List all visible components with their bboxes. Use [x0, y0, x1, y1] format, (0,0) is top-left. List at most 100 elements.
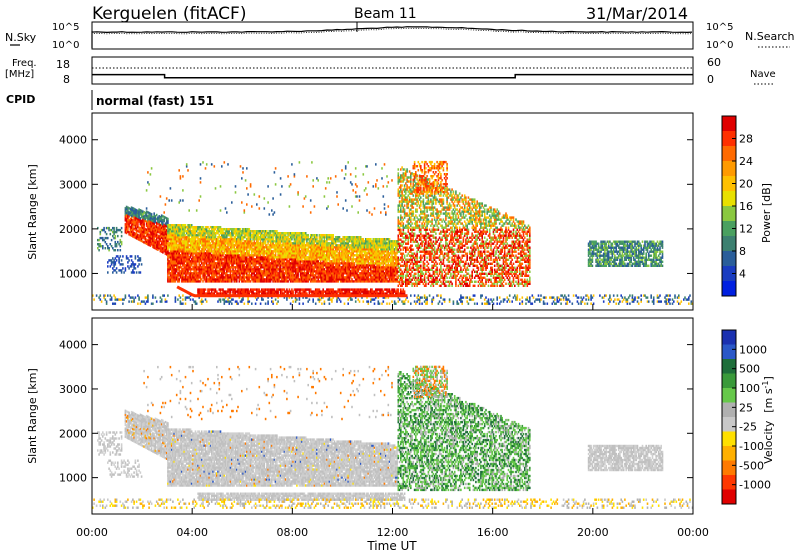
range-gate-cell	[189, 276, 192, 279]
range-gate-cell	[200, 236, 203, 239]
range-gate-cell	[214, 238, 217, 241]
range-gate-cell	[194, 256, 197, 259]
range-gate-cell	[174, 238, 177, 241]
range-gate-cell	[274, 264, 277, 267]
range-gate-cell	[313, 234, 316, 237]
range-gate-cell	[182, 230, 184, 233]
range-gate-cell	[307, 276, 309, 279]
range-gate-cell	[267, 276, 269, 279]
range-gate-cell	[202, 246, 204, 249]
range-gate-cell	[236, 278, 238, 281]
range-gate-cell	[363, 248, 366, 251]
range-gate-cell	[297, 252, 299, 255]
range-gate-cell	[248, 232, 251, 235]
range-gate-cell	[324, 236, 327, 239]
range-gate-cell	[329, 236, 332, 239]
range-gate-cell	[282, 248, 284, 251]
range-gate-cell	[223, 258, 226, 261]
range-gate-cell	[365, 266, 367, 269]
range-gate-cell	[308, 268, 311, 271]
range-gate-cell	[158, 215, 160, 218]
range-gate-cell	[287, 242, 289, 245]
range-gate-cell	[219, 258, 222, 261]
range-gate-cell	[238, 278, 241, 281]
range-gate-cell	[284, 238, 287, 241]
range-gate-cell	[368, 252, 371, 255]
range-gate-cell	[361, 272, 363, 275]
range-gate-cell	[187, 260, 189, 263]
range-gate-cell	[291, 238, 293, 241]
range-gate-cell	[346, 260, 348, 263]
range-gate-cell	[183, 264, 185, 267]
range-gate-cell	[322, 242, 324, 245]
range-gate-cell	[232, 242, 234, 245]
range-gate-cell	[237, 262, 239, 265]
range-gate-cell	[279, 256, 282, 259]
range-gate-cell	[271, 242, 273, 245]
range-gate-cell	[312, 278, 314, 281]
range-gate-cell	[341, 268, 343, 271]
range-gate-cell	[216, 276, 218, 279]
range-gate-cell	[142, 226, 144, 229]
range-gate-cell	[183, 272, 185, 275]
range-gate-cell	[251, 248, 253, 251]
range-gate-cell	[309, 256, 312, 259]
range-gate-cell	[346, 266, 348, 269]
range-gate-cell	[148, 243, 150, 247]
range-gate-cell	[367, 252, 370, 255]
range-gate-cell	[226, 240, 228, 243]
range-gate-cell	[178, 224, 180, 227]
range-gate-cell	[352, 242, 354, 245]
range-gate-cell	[234, 234, 237, 237]
range-gate-cell	[313, 238, 316, 241]
range-gate-cell	[224, 246, 227, 249]
range-gate-cell	[298, 258, 301, 261]
range-gate-cell	[217, 266, 219, 269]
range-gate-cell	[333, 258, 336, 261]
range-gate-cell	[248, 244, 251, 247]
range-gate-cell	[160, 222, 163, 225]
range-gate-cell	[253, 246, 256, 249]
range-gate-cell	[246, 256, 248, 259]
range-gate-cell	[323, 276, 326, 279]
range-gate-cell	[207, 226, 209, 229]
range-gate-cell	[342, 264, 344, 267]
range-gate-cell	[289, 250, 292, 253]
range-gate-cell	[125, 211, 128, 215]
range-gate-cell	[184, 274, 187, 277]
range-gate-cell	[202, 238, 204, 241]
range-gate-cell	[174, 270, 177, 273]
range-gate-cell	[348, 268, 351, 271]
range-gate-cell	[194, 240, 197, 243]
range-gate-cell	[231, 242, 233, 245]
range-gate-cell	[187, 276, 189, 279]
range-gate-cell	[365, 246, 367, 249]
range-gate-cell	[222, 266, 224, 269]
range-gate-cell	[301, 240, 303, 243]
range-gate-cell	[327, 274, 329, 277]
range-gate-cell	[200, 228, 203, 231]
range-gate-cell	[276, 260, 278, 263]
range-gate-cell	[281, 248, 283, 251]
range-gate-cell	[246, 234, 248, 237]
range-gate-cell	[298, 280, 301, 283]
range-gate-cell	[262, 262, 264, 265]
range-gate-cell	[199, 272, 202, 275]
range-gate-cell	[174, 252, 177, 255]
range-gate-cell	[145, 214, 148, 217]
range-gate-cell	[259, 270, 262, 273]
range-gate-cell	[372, 280, 375, 283]
range-gate-cell	[301, 234, 303, 237]
range-gate-cell	[256, 260, 258, 263]
range-gate-cell	[226, 266, 228, 269]
range-gate-cell	[210, 234, 213, 237]
range-gate-cell	[182, 254, 184, 257]
range-gate-cell	[271, 270, 273, 273]
range-gate-cell	[331, 262, 333, 265]
range-gate-cell	[276, 238, 278, 241]
range-gate-cell	[367, 260, 370, 263]
range-gate-cell	[193, 274, 195, 277]
range-gate-cell	[337, 248, 339, 251]
range-gate-cell	[354, 250, 357, 253]
range-gate-cell	[169, 268, 172, 271]
